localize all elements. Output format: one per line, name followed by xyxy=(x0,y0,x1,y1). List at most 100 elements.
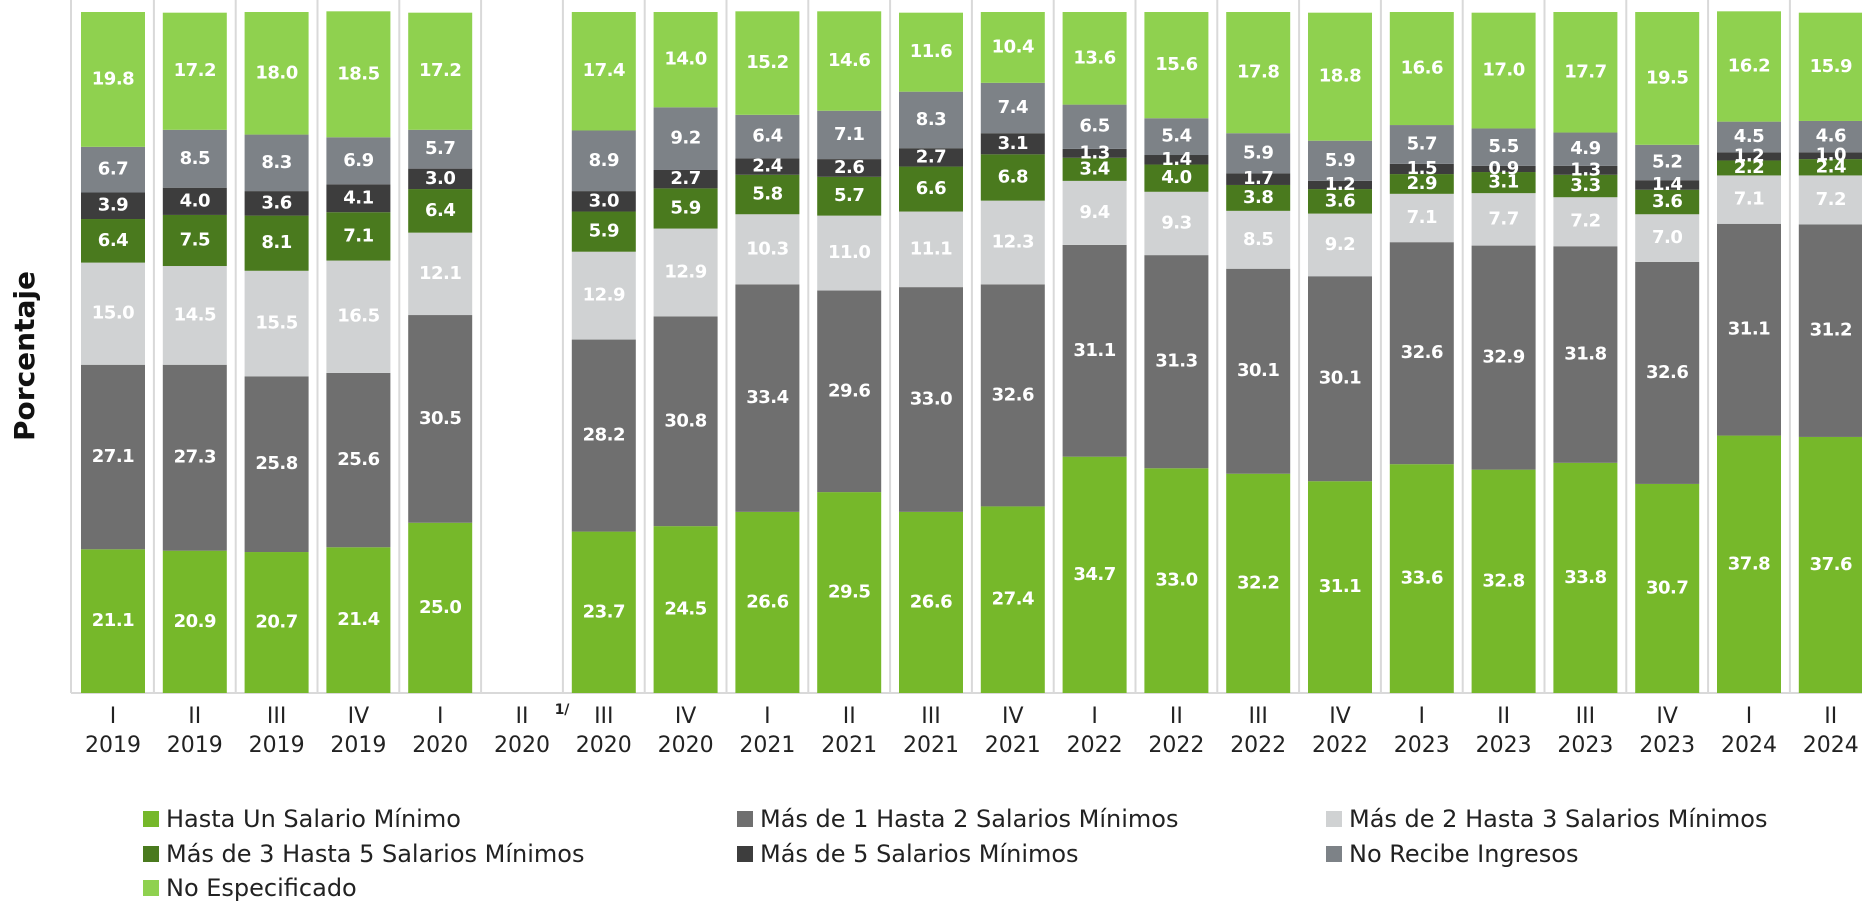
bar-segment xyxy=(735,158,800,175)
bar-segment xyxy=(1717,160,1781,176)
data-label: 14.6 xyxy=(828,50,870,71)
data-label: 6.6 xyxy=(916,178,946,199)
data-label: 17.0 xyxy=(1482,60,1524,81)
data-label: 4.0 xyxy=(1161,167,1191,188)
bar-segment xyxy=(980,12,1045,83)
bar-segment xyxy=(1389,242,1454,465)
bar-segment xyxy=(1308,213,1372,277)
bar-segment xyxy=(81,146,145,193)
data-label: 21.4 xyxy=(337,609,379,630)
bar-segment xyxy=(735,214,800,285)
data-label: 8.3 xyxy=(916,109,946,130)
data-label: 28.2 xyxy=(583,425,625,446)
data-label: 20.7 xyxy=(255,612,297,633)
data-label: 12.3 xyxy=(992,232,1034,253)
data-label: 5.9 xyxy=(1243,142,1273,163)
bar-segment xyxy=(571,191,636,212)
x-tick-label: 2021 xyxy=(739,733,795,758)
bar-segment xyxy=(1471,172,1536,194)
bar-segment xyxy=(1798,120,1862,153)
bar-segment xyxy=(408,522,473,693)
bar-segment xyxy=(1798,12,1862,121)
bar-segment xyxy=(1062,157,1127,181)
bar-segment xyxy=(1635,483,1700,693)
bar-segment xyxy=(244,134,309,192)
data-label: 7.0 xyxy=(1652,227,1682,248)
bar-segment xyxy=(1144,118,1209,156)
x-tick-label: III xyxy=(267,704,286,729)
data-label: 32.6 xyxy=(1646,362,1688,383)
bar-segment xyxy=(899,211,963,288)
data-label: 1.4 xyxy=(1652,174,1682,195)
data-label: 6.4 xyxy=(425,200,455,221)
x-tick-label: I xyxy=(1419,704,1426,729)
data-label: 31.1 xyxy=(1073,340,1115,361)
data-label: 9.2 xyxy=(1325,234,1355,255)
x-tick-label: 2023 xyxy=(1557,733,1613,758)
data-label: 8.9 xyxy=(589,150,619,171)
bar-segment xyxy=(735,114,800,159)
data-label: 1.7 xyxy=(1243,168,1273,189)
bar-segment xyxy=(653,188,718,229)
data-label: 5.9 xyxy=(1325,150,1355,171)
data-label: 5.9 xyxy=(670,197,700,218)
data-label: 8.1 xyxy=(261,232,291,253)
bar-segment xyxy=(653,228,718,317)
bar-segment xyxy=(571,130,636,192)
data-label: 20.9 xyxy=(174,611,216,632)
bar-segment xyxy=(1471,12,1536,129)
data-label: 31.2 xyxy=(1810,320,1852,341)
data-label: 6.9 xyxy=(343,150,373,171)
x-tick-label: III xyxy=(594,704,613,729)
data-label: 31.3 xyxy=(1155,351,1197,372)
data-label: 5.7 xyxy=(834,185,864,206)
data-label: 5.5 xyxy=(1488,136,1518,157)
bar-segment xyxy=(1798,224,1862,437)
legend-swatch xyxy=(1326,846,1342,862)
data-label: 30.7 xyxy=(1646,577,1688,598)
bar-segment xyxy=(1308,140,1372,181)
data-label: 4.0 xyxy=(180,190,210,211)
bar-segment xyxy=(408,232,473,316)
bar-segment xyxy=(1308,189,1372,214)
bar-segment xyxy=(81,219,145,263)
bar-segment xyxy=(326,212,391,261)
data-label: 31.8 xyxy=(1564,344,1606,365)
bar-segment xyxy=(980,154,1045,201)
bar-segment xyxy=(81,262,145,365)
bar-segment xyxy=(653,169,718,189)
bar-segment xyxy=(81,192,145,220)
data-label: 9.3 xyxy=(1161,212,1191,233)
bar-segment xyxy=(653,526,718,693)
data-label: 12.9 xyxy=(583,285,625,306)
legend-swatch xyxy=(143,880,159,896)
data-label: 16.5 xyxy=(337,306,379,327)
x-tick-label: I xyxy=(437,704,444,729)
x-tick-label: 2022 xyxy=(1067,733,1123,758)
bar-segment xyxy=(81,549,145,693)
bar-segment xyxy=(1471,469,1536,693)
bar-segment xyxy=(1635,12,1700,145)
data-label: 11.1 xyxy=(910,238,952,259)
bar-segment xyxy=(244,12,309,135)
data-label: 25.0 xyxy=(419,597,461,618)
bar-segment xyxy=(162,550,227,693)
bar-segment xyxy=(571,12,636,131)
bar-segment xyxy=(571,339,636,532)
data-label: 19.8 xyxy=(92,68,134,89)
bar-segment xyxy=(1553,12,1618,133)
data-label: 3.1 xyxy=(1488,172,1518,193)
data-label: 3.0 xyxy=(425,168,455,189)
bar-segment xyxy=(899,511,963,693)
bar-segment xyxy=(817,215,882,291)
bar-segment xyxy=(1308,276,1372,482)
data-label: 25.8 xyxy=(255,453,297,474)
data-label: 37.6 xyxy=(1810,554,1852,575)
bar-segment xyxy=(1226,173,1291,185)
legend-swatch xyxy=(143,846,159,862)
data-label: 3.9 xyxy=(98,195,128,216)
data-label: 2.7 xyxy=(670,168,700,189)
bar-segment xyxy=(1798,159,1862,176)
bar-segment xyxy=(1471,245,1536,470)
data-label: 8.5 xyxy=(180,148,210,169)
